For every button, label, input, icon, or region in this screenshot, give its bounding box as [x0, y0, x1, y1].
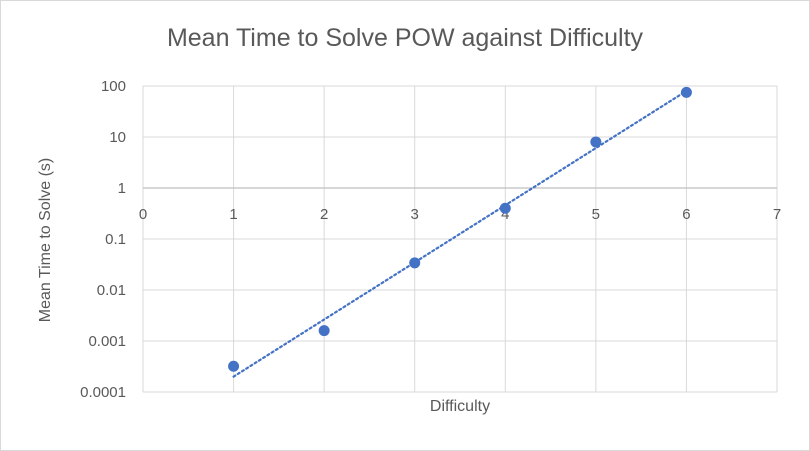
x-axis-label: Difficulty — [429, 398, 491, 415]
x-tick-label: 5 — [592, 206, 600, 223]
x-tick-label: 4 — [501, 206, 509, 223]
data-point — [499, 202, 511, 214]
y-tick-label: 0.0001 — [80, 384, 126, 401]
x-tick-label: 3 — [411, 206, 419, 223]
trendline — [232, 89, 688, 378]
y-tick-label: 0.01 — [97, 282, 126, 299]
x-tick-label: 2 — [320, 206, 328, 223]
chart-title: Mean Time to Solve POW against Difficult… — [166, 24, 644, 52]
y-tick-label: 0.001 — [88, 333, 126, 350]
x-tick-label: 1 — [229, 206, 237, 223]
x-tick-label: 6 — [682, 206, 690, 223]
data-point — [318, 325, 330, 337]
y-tick-label: 10 — [109, 129, 126, 146]
data-point — [590, 136, 602, 148]
y-tick-label: 1 — [118, 180, 126, 197]
y-tick-label: 100 — [101, 78, 126, 95]
x-tick-label: 0 — [139, 206, 147, 223]
data-point — [228, 360, 240, 372]
data-point — [409, 257, 421, 269]
data-point — [680, 86, 692, 98]
x-tick-label: 7 — [773, 206, 781, 223]
y-tick-label: 0.1 — [105, 231, 126, 248]
